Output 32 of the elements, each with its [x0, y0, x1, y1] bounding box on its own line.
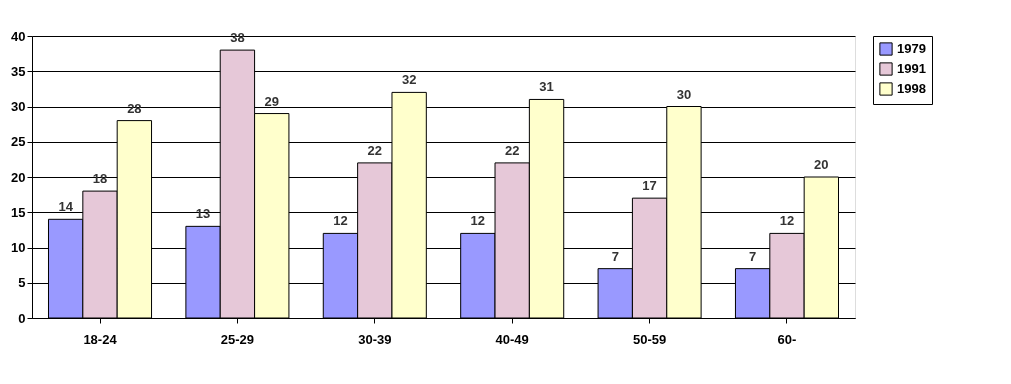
x-tick-label: 30-39 [358, 331, 392, 347]
legend-label: 1979 [897, 41, 926, 56]
data-label: 14 [58, 199, 74, 215]
y-tick-label: 40 [11, 28, 26, 44]
legend-label: 1991 [897, 61, 926, 76]
x-tick-label: 40-49 [495, 331, 529, 347]
data-label: 7 [611, 248, 619, 264]
y-tick-label: 15 [11, 204, 26, 220]
x-tick-label: 60- [777, 331, 797, 347]
y-tick-label: 20 [11, 169, 26, 185]
x-tick-label: 25-29 [220, 331, 255, 347]
data-label: 12 [779, 213, 795, 229]
data-label: 12 [470, 213, 486, 229]
data-label: 32 [401, 72, 417, 88]
x-tick-label: 18-24 [83, 331, 118, 347]
legend-label: 1998 [897, 81, 926, 96]
data-label: 30 [676, 86, 692, 102]
data-label: 20 [814, 157, 829, 172]
data-label: 29 [264, 93, 279, 109]
data-label: 7 [749, 248, 757, 264]
data-label: 31 [539, 79, 554, 95]
data-label: 22 [367, 142, 383, 158]
data-label: 22 [504, 142, 520, 158]
y-tick-label: 30 [11, 99, 26, 114]
y-tick-label: 10 [11, 240, 26, 255]
y-tick-label: 25 [11, 134, 26, 150]
y-tick-label: 0 [18, 310, 26, 326]
x-tick-label: 50-59 [632, 331, 667, 347]
data-label: 12 [333, 213, 348, 229]
y-tick-label: 5 [18, 275, 26, 291]
data-label: 17 [642, 178, 657, 194]
y-tick-label: 35 [11, 63, 26, 79]
